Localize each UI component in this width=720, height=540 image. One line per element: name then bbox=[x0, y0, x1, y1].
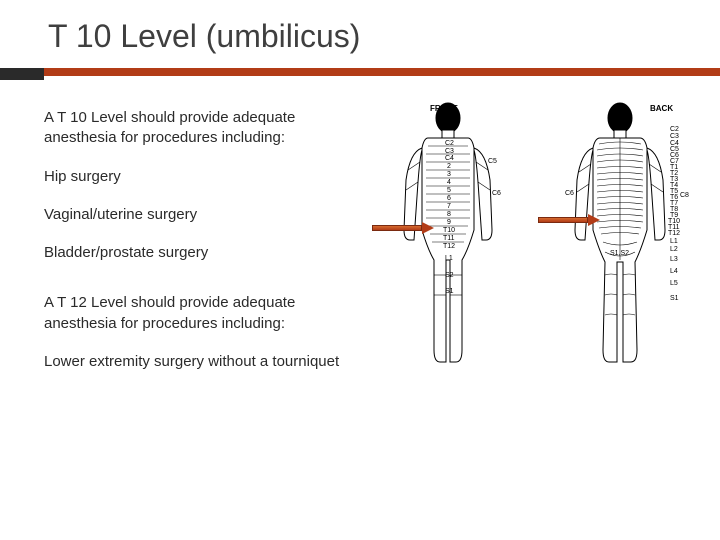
lvl: C2 bbox=[670, 126, 679, 133]
lvl: L3 bbox=[670, 256, 678, 263]
lvl: 2 bbox=[447, 163, 451, 170]
front-label: FRONT bbox=[430, 104, 458, 113]
lvl: 8 bbox=[447, 211, 451, 218]
lvl: 9 bbox=[447, 219, 451, 226]
intro-t12: A T 12 Level should provide adequate ane… bbox=[44, 293, 354, 334]
lvl: T12 bbox=[443, 243, 455, 250]
lvl: 4 bbox=[447, 179, 451, 186]
dermatome-diagram: FRONT BACK C2 C3 C4 2 3 4 5 6 7 8 9 T10 … bbox=[370, 100, 700, 380]
bullet-vaginal: Vaginal/uterine surgery bbox=[44, 205, 354, 225]
intro-t10: A T 10 Level should provide adequate ane… bbox=[44, 108, 354, 149]
lvl: C2 bbox=[445, 140, 454, 147]
bullet-bladder: Bladder/prostate surgery bbox=[44, 243, 354, 263]
lvl: T12 bbox=[668, 230, 680, 237]
lvl: C6 bbox=[492, 190, 501, 197]
lvl: L1 bbox=[445, 255, 453, 262]
lvl: 7 bbox=[447, 203, 451, 210]
lvl: S1,S2 bbox=[610, 250, 629, 257]
lvl: S1 bbox=[670, 295, 679, 302]
slide-title: T 10 Level (umbilicus) bbox=[48, 18, 360, 55]
lvl: 3 bbox=[447, 171, 451, 178]
lvl: S1 bbox=[445, 288, 454, 295]
lvl: C8 bbox=[680, 192, 689, 199]
body-text: A T 10 Level should provide adequate ane… bbox=[44, 108, 354, 390]
lvl: T10 bbox=[443, 227, 455, 234]
back-label: BACK bbox=[650, 104, 673, 113]
lvl: C5 bbox=[488, 158, 497, 165]
lvl: C4 bbox=[445, 155, 454, 162]
lvl: C3 bbox=[670, 133, 679, 140]
accent-rule bbox=[0, 68, 720, 76]
lvl: L4 bbox=[670, 268, 678, 275]
lvl: 6 bbox=[447, 195, 451, 202]
lvl: L2 bbox=[670, 246, 678, 253]
lvl: T11 bbox=[443, 235, 455, 242]
lvl: 5 bbox=[447, 187, 451, 194]
bullet-hip: Hip surgery bbox=[44, 167, 354, 187]
lvl: C3 bbox=[445, 148, 454, 155]
lvl: L5 bbox=[670, 280, 678, 287]
bullet-lower-ext: Lower extremity surgery without a tourni… bbox=[44, 352, 354, 372]
t10-arrow-back bbox=[538, 214, 600, 226]
lvl: C6 bbox=[565, 190, 574, 197]
lvl: L1 bbox=[670, 238, 678, 245]
accent-rule-cap bbox=[0, 68, 44, 80]
lvl: S2 bbox=[445, 272, 454, 279]
t10-arrow-front bbox=[372, 222, 434, 234]
